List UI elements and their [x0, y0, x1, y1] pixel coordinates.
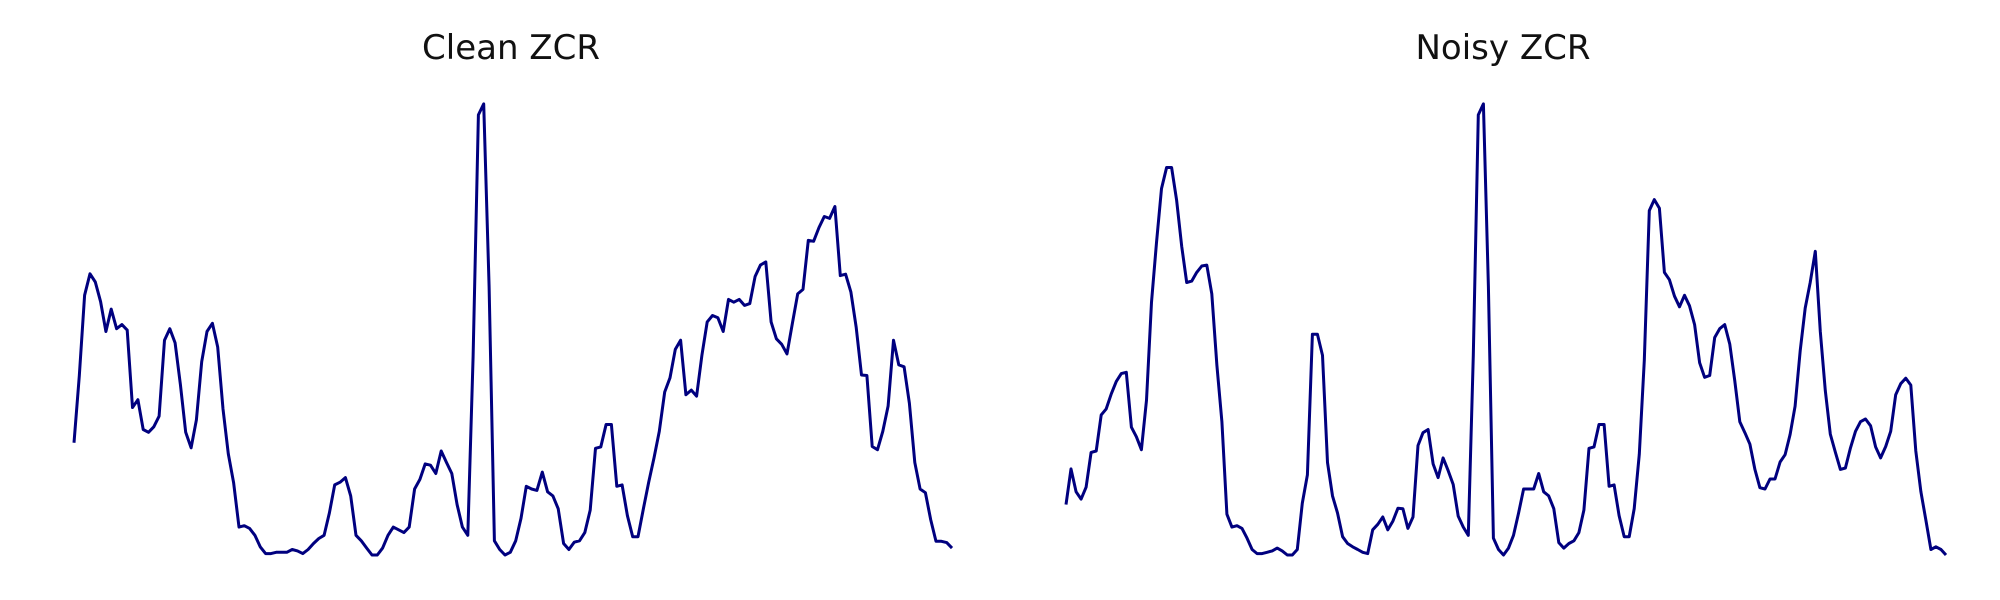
noisy-zcr-panel: Noisy ZCR: [1064, 28, 1948, 557]
noisy-zcr-line: [1064, 102, 1948, 557]
noisy-zcr-title: Noisy ZCR: [1416, 28, 1591, 68]
noisy-zcr-plot-area: [1064, 102, 1948, 557]
clean-zcr-title: Clean ZCR: [422, 28, 600, 68]
clean-zcr-panel: Clean ZCR: [72, 28, 954, 557]
clean-zcr-plot-area: [72, 102, 954, 557]
clean-zcr-line: [72, 102, 954, 557]
